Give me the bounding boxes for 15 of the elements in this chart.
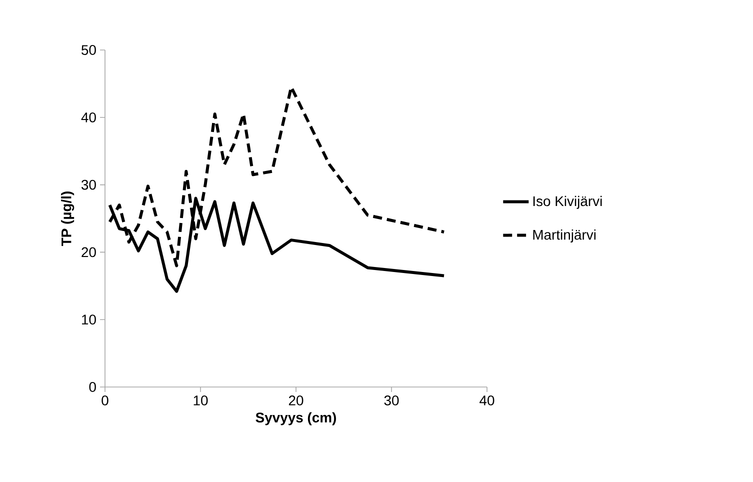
y-tick-label: 40 [81,112,96,122]
x-tick-label: 10 [194,396,208,406]
x-tick-label: 40 [480,396,494,406]
y-axis-title: TP (µg/l) [61,192,74,246]
y-tick-label: 0 [89,382,96,392]
legend-label: Martinjärvi [533,229,596,242]
x-tick-label: 0 [102,396,108,406]
legend-label: Iso Kivijärvi [533,196,602,209]
y-tick-label: 20 [82,247,96,258]
x-tick-label: 20 [288,396,304,406]
x-axis-title: Syvyys (cm) [256,412,336,426]
x-tick-label: 30 [384,396,399,406]
y-tick-label: 30 [81,180,96,190]
y-tick-label: 10 [82,314,96,325]
y-tick-label: 50 [82,45,96,55]
